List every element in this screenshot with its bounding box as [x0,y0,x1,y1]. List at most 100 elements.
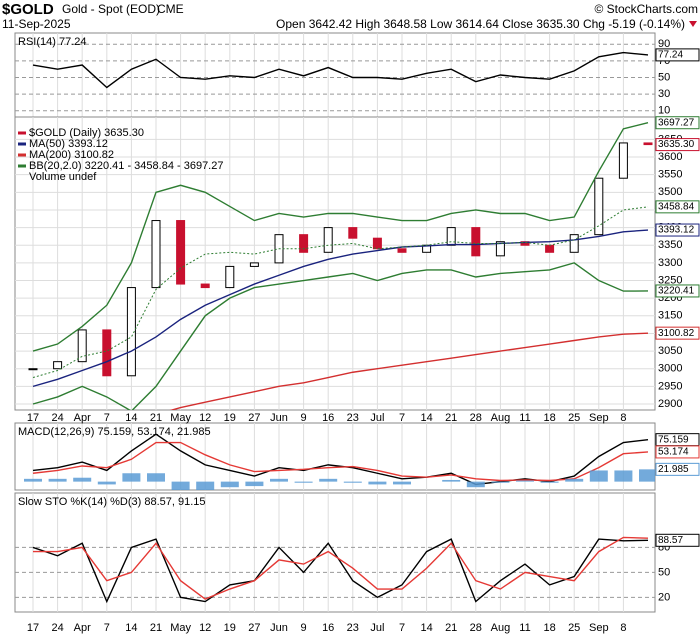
x-tick-label: 19 [224,622,236,634]
legend-label: BB(20,2.0) 3220.41 - 3458.84 - 3697.27 [29,160,223,172]
y-tick-label: 2950 [658,380,682,392]
histogram-bar [294,481,313,483]
candle [28,368,38,371]
candle [569,234,579,253]
y-tick-label: 3050 [658,345,682,357]
x-tick-label: 28 [470,622,482,634]
panel [14,116,656,411]
histogram-bar [122,473,141,482]
x-tick-label: 16 [322,412,334,424]
candle [471,227,481,257]
x-tick-label: 14 [125,412,137,424]
candle [102,329,112,377]
panel-title: RSI(14) 77.24 [18,36,86,48]
x-tick-label: 7 [104,622,110,634]
x-tick-label: 18 [543,412,555,424]
histogram-bar [171,481,190,490]
value-tag [655,445,700,459]
x-tick-label: 12 [199,622,211,634]
histogram-bar [368,481,387,485]
candle [618,142,628,179]
x-tick-label: May [170,412,191,424]
candle [299,234,309,253]
histogram-bar [614,470,633,482]
x-tick-label: 25 [568,412,580,424]
x-tick-label: 25 [568,622,580,634]
legend-label: $GOLD (Daily) 3635.30 [29,127,144,139]
x-tick-label: Jun [270,412,288,424]
x-tick-label: May [170,622,191,634]
value-tag [655,223,700,237]
value-tag [655,462,700,476]
value-tag-label: 21.985 [658,464,689,475]
histogram-bar [270,478,288,482]
x-tick-label: 23 [347,622,359,634]
histogram-bar [24,478,42,482]
x-tick-label: 8 [620,412,626,424]
x-tick-label: 24 [51,412,63,424]
histogram-bar [540,481,559,483]
histogram-bar [147,473,165,482]
candle [176,220,186,285]
value-tag-label: 75.159 [658,434,689,445]
plot [32,536,649,604]
x-tick-label: Apr [74,622,91,634]
value-tag [655,533,700,547]
series-line [32,538,649,604]
x-tick-label: 11 [519,622,530,634]
x-tick-label: Sep [589,412,609,424]
legend-label: MA(50) 3393.12 [29,138,108,150]
x-tick-label: 21 [150,622,162,634]
value-tag [655,48,700,62]
x-tick-label: 18 [543,622,555,634]
candle [594,177,604,236]
candle [151,220,161,289]
series-line [32,51,649,89]
date: 11-Sep-2025 [2,17,71,31]
value-tag [655,116,700,130]
x-tick-label: 24 [51,622,63,634]
histogram-bar [48,478,67,482]
candle [249,262,259,267]
value-tag [655,138,700,152]
x-tick-label: 7 [399,412,405,424]
candle [372,237,382,250]
x-tick-label: 27 [248,412,260,424]
plot [28,122,653,410]
x-tick-label: 17 [27,412,39,424]
series-line [32,441,649,482]
candle [77,329,87,363]
histogram-bar [442,479,461,482]
y-tick-label: 30 [658,88,670,100]
histogram-bar [491,481,510,483]
y-tick-label: 50 [658,566,670,578]
histogram-bar [319,478,338,482]
value-tag-label: 88.57 [658,535,683,546]
candle [225,265,235,289]
x-tick-label: 21 [445,412,457,424]
x-tick-label: Jul [370,412,384,424]
x-tick-label: 7 [104,412,110,424]
x-tick-label: 14 [125,622,137,634]
x-tick-label: Aug [491,622,511,634]
candle [323,227,333,253]
candle [200,283,210,289]
x-tick-label: 19 [224,412,236,424]
value-tag-label: 53.174 [658,447,689,458]
candle [53,361,63,370]
x-tick-label: 11 [519,412,530,424]
y-tick-label: 3350 [658,239,682,251]
x-tick-label: 16 [322,622,334,634]
legend-label: MA(200) 3100.82 [29,149,114,161]
value-tag [655,200,700,214]
value-tag-label: 3458.84 [658,201,695,212]
candle [348,227,358,239]
x-tick-label: 27 [248,622,260,634]
value-tag [655,326,700,340]
series-line [169,332,649,410]
series-line [32,262,649,410]
value-tag-label: 3635.30 [658,139,695,150]
value-tag-label: 77.24 [658,50,683,61]
value-tag-label: 3220.41 [658,286,695,297]
